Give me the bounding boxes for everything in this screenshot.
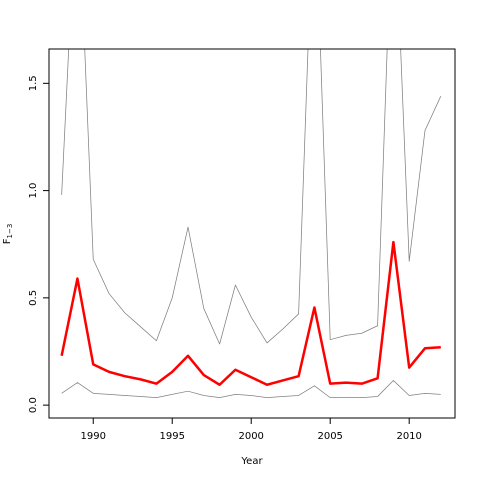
series-line-estimate xyxy=(60,240,441,386)
y-tick-label: 1.0 xyxy=(28,183,39,199)
y-tick-label: 1.5 xyxy=(28,75,39,91)
y-tick-label: 0.5 xyxy=(28,290,39,306)
x-tick-label: 2010 xyxy=(396,431,421,442)
series-line-lower-bound xyxy=(61,380,441,398)
x-tick-label: 1990 xyxy=(81,431,106,442)
plot-frame xyxy=(48,48,456,419)
y-axis: 0.0 0.5 1.0 1.5 xyxy=(28,75,49,413)
svg-text:F1−3: F1−3 xyxy=(2,224,14,245)
x-axis: 1990 1995 2000 2005 2010 xyxy=(81,418,422,442)
series-line-upper-bound xyxy=(61,49,442,345)
y-axis-label: F1−3 xyxy=(2,224,14,245)
y-axis-label-subscript: 1−3 xyxy=(6,224,14,239)
y-tick-label: 0.0 xyxy=(28,397,39,413)
x-tick-label: 1995 xyxy=(159,431,184,442)
series-layer xyxy=(60,49,442,398)
x-axis-label: Year xyxy=(240,456,263,467)
y-axis-label-main: F xyxy=(2,238,13,244)
x-tick-label: 2000 xyxy=(238,431,263,442)
x-tick-label: 2005 xyxy=(317,431,342,442)
plot-area xyxy=(49,49,455,418)
